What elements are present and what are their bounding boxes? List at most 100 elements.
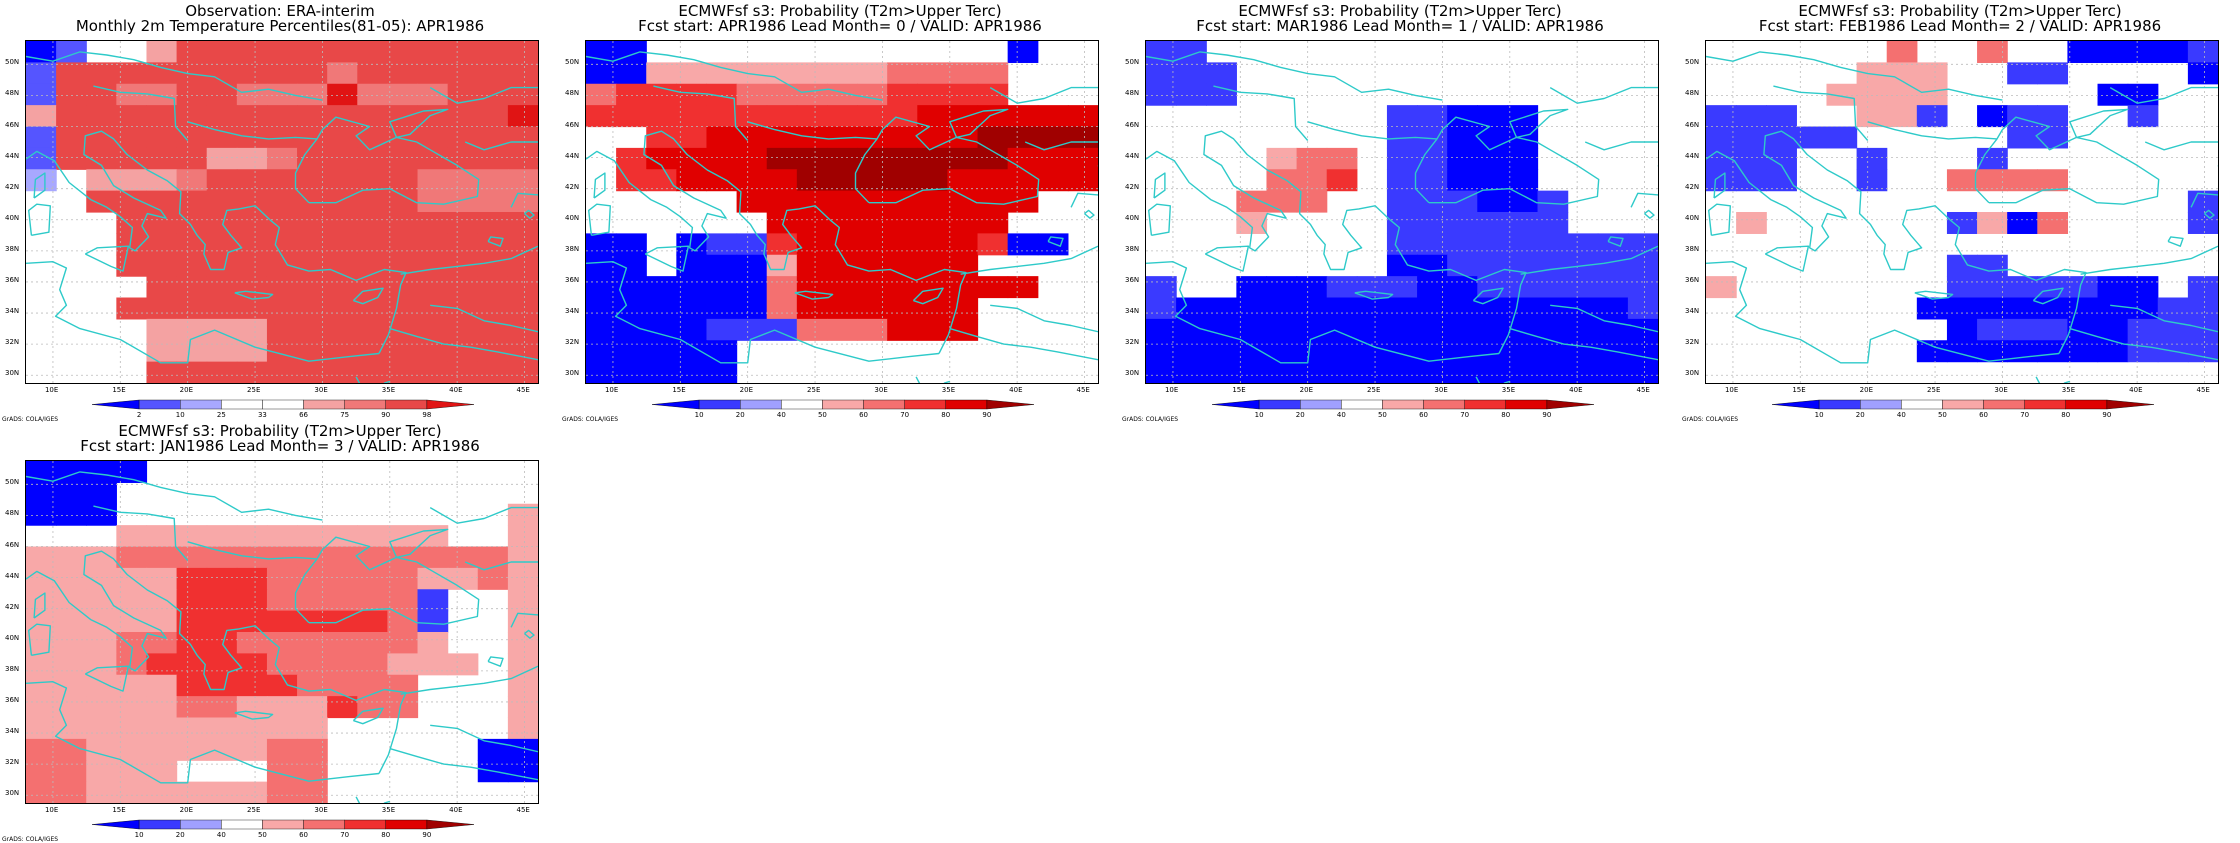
grid-cell — [236, 653, 268, 676]
grid-cell — [297, 546, 328, 569]
grid-cell — [1417, 318, 1448, 341]
grid-cell — [417, 610, 449, 633]
colorbar-segment — [1464, 399, 1506, 410]
coastline-path — [2069, 108, 2129, 139]
grid-cell — [917, 169, 949, 192]
grid-cell — [1706, 276, 1737, 299]
grid-cell — [387, 41, 419, 63]
shaded-cells — [26, 41, 538, 383]
grid-cell — [1417, 340, 1448, 363]
grid-cell — [947, 297, 979, 320]
grid-cell — [146, 233, 178, 256]
grid-cell — [357, 589, 389, 612]
grid-cell — [616, 62, 647, 85]
grid-cell — [176, 738, 208, 761]
grid-cell — [796, 212, 828, 234]
longitude-label: 30E — [314, 386, 328, 394]
grid-cell — [327, 567, 358, 590]
coastline-path — [2069, 327, 2218, 361]
colorbar-segment — [1423, 399, 1465, 410]
coastline-path — [1974, 116, 2160, 205]
grid-cell — [447, 190, 479, 213]
grid-cell — [297, 738, 328, 761]
grid-cell — [206, 233, 238, 256]
grid-cell — [646, 147, 677, 170]
colorbar-segment — [92, 819, 140, 830]
colorbar-segment — [221, 819, 263, 830]
grid-cell — [1176, 297, 1207, 320]
grid-cell — [86, 105, 117, 128]
grid-cell — [477, 147, 509, 170]
grid-cell — [1597, 297, 1629, 320]
grid-cell — [736, 190, 768, 213]
grid-cell — [297, 717, 328, 740]
grid-cell — [1326, 361, 1358, 383]
grid-cell — [146, 212, 178, 234]
grid-cell — [507, 738, 538, 761]
longitude-label: 45E — [1636, 386, 1650, 394]
grid-cell — [357, 318, 389, 341]
colorbar-segment — [92, 399, 140, 410]
grid-cell — [1007, 41, 1039, 63]
grid-cell — [327, 546, 358, 569]
map-panel-lead0: ECMWFsf s3: Probability (T2m>Upper Terc)… — [560, 0, 1120, 423]
colorbar-segment — [2065, 399, 2108, 410]
grid-cell — [1916, 62, 1948, 85]
longitude-label: 20E — [1859, 386, 1874, 394]
grid-cell — [387, 567, 419, 590]
coastline-path — [1414, 116, 1600, 205]
colorbar-tick-label: 50 — [1937, 411, 1947, 419]
grid-cell — [1146, 318, 1177, 341]
colorbar-tick-label: 50 — [257, 831, 267, 839]
grid-cell — [706, 147, 738, 170]
grid-cell — [1326, 147, 1358, 170]
grid-cell — [706, 83, 738, 106]
coastline-path — [854, 116, 1040, 205]
grid-cell — [327, 212, 358, 234]
grid-cell — [507, 674, 538, 697]
coastline-path — [1520, 245, 1658, 275]
grid-cell — [507, 254, 538, 277]
colorbar-tick-label: 70 — [340, 831, 350, 839]
grid-cell — [766, 318, 798, 341]
grid-cell — [357, 340, 389, 363]
grid-cell — [507, 233, 538, 256]
grid-cell — [387, 361, 419, 383]
grid-cell — [26, 717, 57, 740]
grid-cell — [586, 297, 617, 320]
grid-cell — [56, 738, 87, 761]
grid-cell — [1946, 212, 1978, 234]
colorbar — [1772, 399, 2154, 410]
grid-cell — [1417, 254, 1448, 277]
coastline-path — [93, 85, 189, 141]
colorbar-tick-label: 20 — [1855, 411, 1865, 419]
grid-cell — [736, 276, 768, 299]
latitude-label: 48N — [565, 89, 580, 98]
grid-cell — [146, 717, 178, 740]
grid-cell — [1037, 147, 1069, 170]
coastline-path — [1084, 209, 1095, 219]
grid-cell — [297, 340, 328, 363]
coastline-path — [26, 681, 380, 784]
coastline-path — [430, 304, 538, 333]
grid-cell — [116, 212, 148, 234]
grid-cell — [357, 696, 389, 719]
grid-cell — [56, 781, 87, 803]
latitude-label: 48N — [5, 509, 20, 518]
grid-cell — [266, 41, 298, 63]
grid-cell — [116, 738, 148, 761]
grid-cell — [417, 254, 449, 277]
grid-cell — [2037, 212, 2069, 234]
grid-cell — [1386, 361, 1418, 383]
grid-cell — [357, 62, 389, 85]
grid-cell — [56, 126, 87, 149]
grid-cell — [1507, 169, 1539, 192]
grid-cell — [1627, 340, 1658, 363]
latitude-label: 42N — [1685, 182, 1700, 191]
grid-cell — [1266, 361, 1298, 383]
grid-cell — [646, 126, 677, 149]
grid-cell — [236, 105, 268, 128]
grid-cell — [297, 254, 328, 277]
coastline-path — [294, 116, 480, 205]
grid-cell — [176, 674, 208, 697]
